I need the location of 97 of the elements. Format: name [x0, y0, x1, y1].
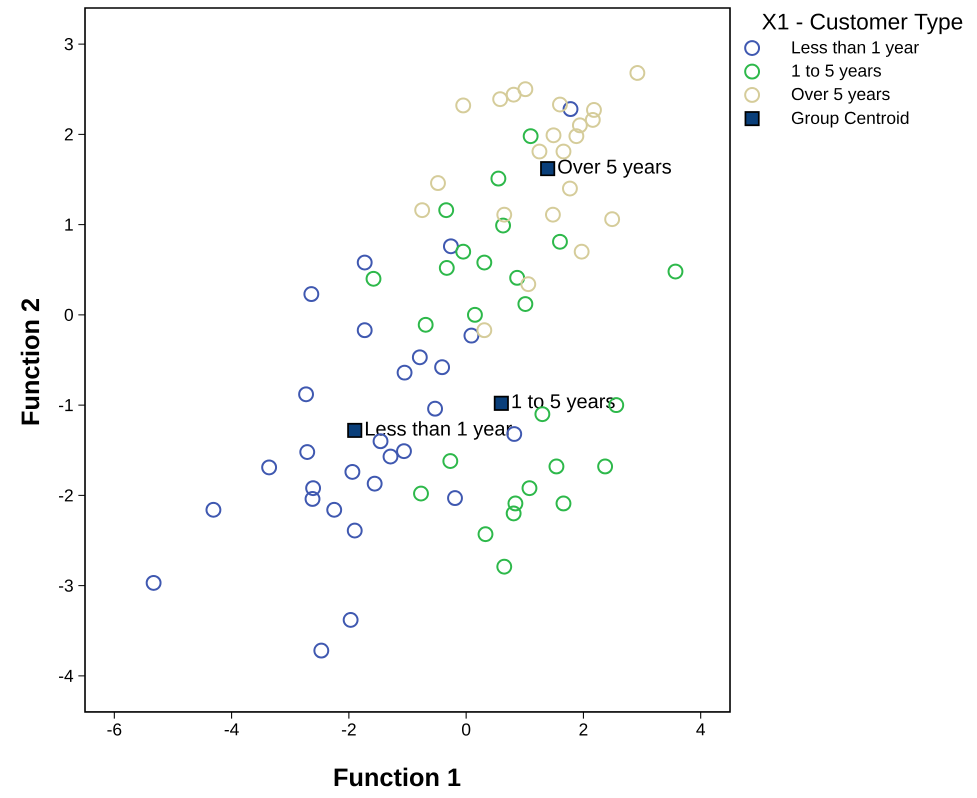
x-tick-label: -2 — [342, 723, 356, 736]
y-tick-label: 1 — [65, 218, 73, 231]
point — [427, 400, 444, 417]
point — [344, 464, 360, 480]
point — [418, 316, 434, 333]
y-axis-title: Function 2 — [20, 298, 40, 424]
point — [548, 458, 564, 474]
point — [442, 453, 458, 470]
point — [546, 127, 562, 144]
y-tick-label: -1 — [58, 399, 73, 412]
point — [298, 386, 314, 402]
point — [522, 128, 539, 144]
point — [313, 642, 330, 659]
annotation: Over 5 years — [558, 160, 671, 178]
point — [562, 101, 578, 118]
point — [413, 486, 429, 502]
point — [447, 490, 463, 506]
point — [304, 491, 320, 507]
point — [517, 81, 534, 98]
point — [382, 448, 398, 464]
x-axis-title: Function 1 — [334, 768, 460, 786]
x-tick-label: 2 — [579, 723, 588, 736]
point — [455, 98, 472, 114]
point — [668, 264, 684, 280]
point — [562, 180, 578, 196]
point — [532, 144, 548, 160]
point — [442, 238, 459, 254]
x-tick-label: 0 — [462, 723, 470, 736]
point — [463, 328, 480, 344]
legend-title: X1 - Customer Type — [762, 14, 962, 34]
point — [455, 244, 472, 260]
point — [396, 443, 412, 460]
point — [438, 202, 454, 218]
y-tick-label: -4 — [58, 670, 74, 682]
point — [326, 502, 342, 518]
point — [490, 170, 506, 187]
point — [552, 96, 568, 113]
point — [494, 396, 509, 411]
point — [568, 128, 584, 144]
point — [476, 322, 492, 338]
point — [495, 218, 512, 234]
point — [356, 254, 373, 270]
point — [438, 260, 455, 276]
point — [434, 359, 450, 376]
y-tick-label: -3 — [58, 579, 73, 592]
point — [544, 206, 561, 223]
point — [496, 558, 512, 575]
y-tick-label: 2 — [64, 128, 73, 140]
point — [556, 496, 572, 512]
point — [305, 480, 322, 496]
legend-label: Less than 1 year — [792, 40, 919, 57]
x-tick-label: -4 — [224, 723, 239, 736]
point — [261, 459, 278, 476]
point — [146, 574, 162, 591]
point — [629, 65, 646, 81]
legend-label: Over 5 years — [792, 88, 890, 104]
point — [540, 161, 556, 176]
x-tick-label: -6 — [107, 723, 122, 736]
point — [492, 91, 508, 108]
point — [520, 276, 536, 292]
point — [476, 254, 492, 270]
point — [496, 206, 512, 223]
point — [507, 496, 524, 512]
point — [412, 349, 428, 366]
point — [597, 458, 614, 474]
point — [342, 612, 359, 628]
x-tick-label: 4 — [696, 723, 706, 736]
point — [414, 202, 430, 218]
legend-label: 1 to 5 years — [792, 64, 881, 80]
point — [552, 234, 568, 250]
point — [478, 526, 494, 542]
point — [556, 144, 572, 160]
point — [509, 270, 526, 286]
point — [506, 86, 522, 103]
point — [366, 476, 383, 492]
point — [506, 505, 522, 522]
point — [522, 480, 538, 496]
point — [205, 502, 222, 518]
point — [303, 286, 320, 302]
point — [517, 296, 534, 312]
point — [604, 211, 620, 228]
point — [574, 244, 590, 260]
point — [430, 175, 446, 192]
point — [572, 117, 588, 134]
point — [584, 112, 601, 128]
point — [467, 306, 483, 323]
y-tick-label: 0 — [64, 308, 73, 321]
legend-label: Group Centroid — [792, 111, 908, 128]
y-tick-label: 3 — [64, 38, 73, 50]
point — [347, 422, 362, 438]
y-tick-label: -2 — [58, 489, 73, 502]
point — [356, 322, 373, 338]
point — [299, 444, 316, 460]
point — [366, 270, 382, 287]
point — [396, 364, 413, 381]
point — [586, 102, 602, 118]
point — [346, 522, 363, 539]
